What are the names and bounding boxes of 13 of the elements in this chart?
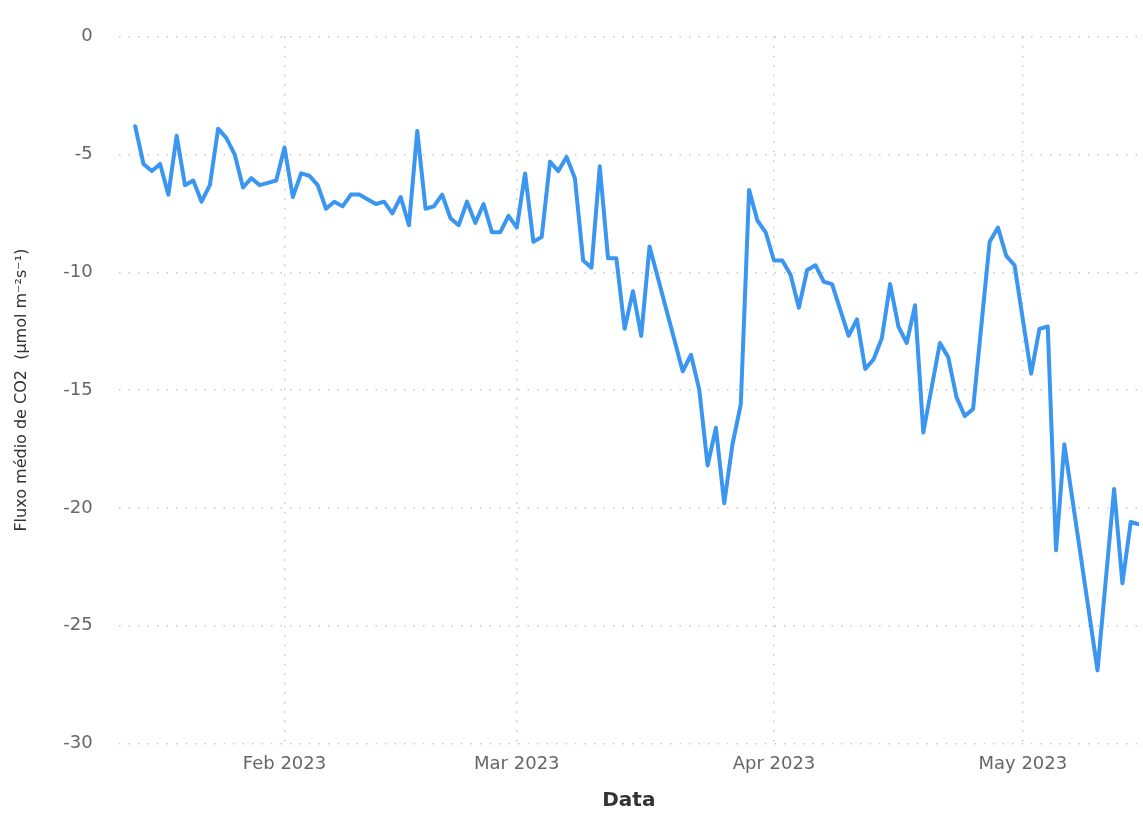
x-tick-label: May 2023 bbox=[978, 751, 1068, 773]
y-tick-label: -5 bbox=[74, 142, 93, 164]
y-tick-label: -15 bbox=[63, 377, 93, 399]
y-axis-title: Fluxo médio de CO2 (μmol m⁻²s⁻¹) bbox=[10, 248, 30, 532]
x-tick-label: Mar 2023 bbox=[474, 751, 560, 773]
y-tick-label: -10 bbox=[63, 260, 93, 282]
x-tick-label: Apr 2023 bbox=[732, 751, 816, 773]
y-tick-label: -20 bbox=[63, 495, 93, 517]
y-tick-label: -30 bbox=[63, 731, 93, 753]
y-tick-label: 0 bbox=[81, 24, 93, 46]
x-tick-label: Feb 2023 bbox=[242, 751, 327, 773]
y-tick-label: -25 bbox=[63, 613, 93, 635]
x-axis-title: Data bbox=[602, 787, 656, 812]
